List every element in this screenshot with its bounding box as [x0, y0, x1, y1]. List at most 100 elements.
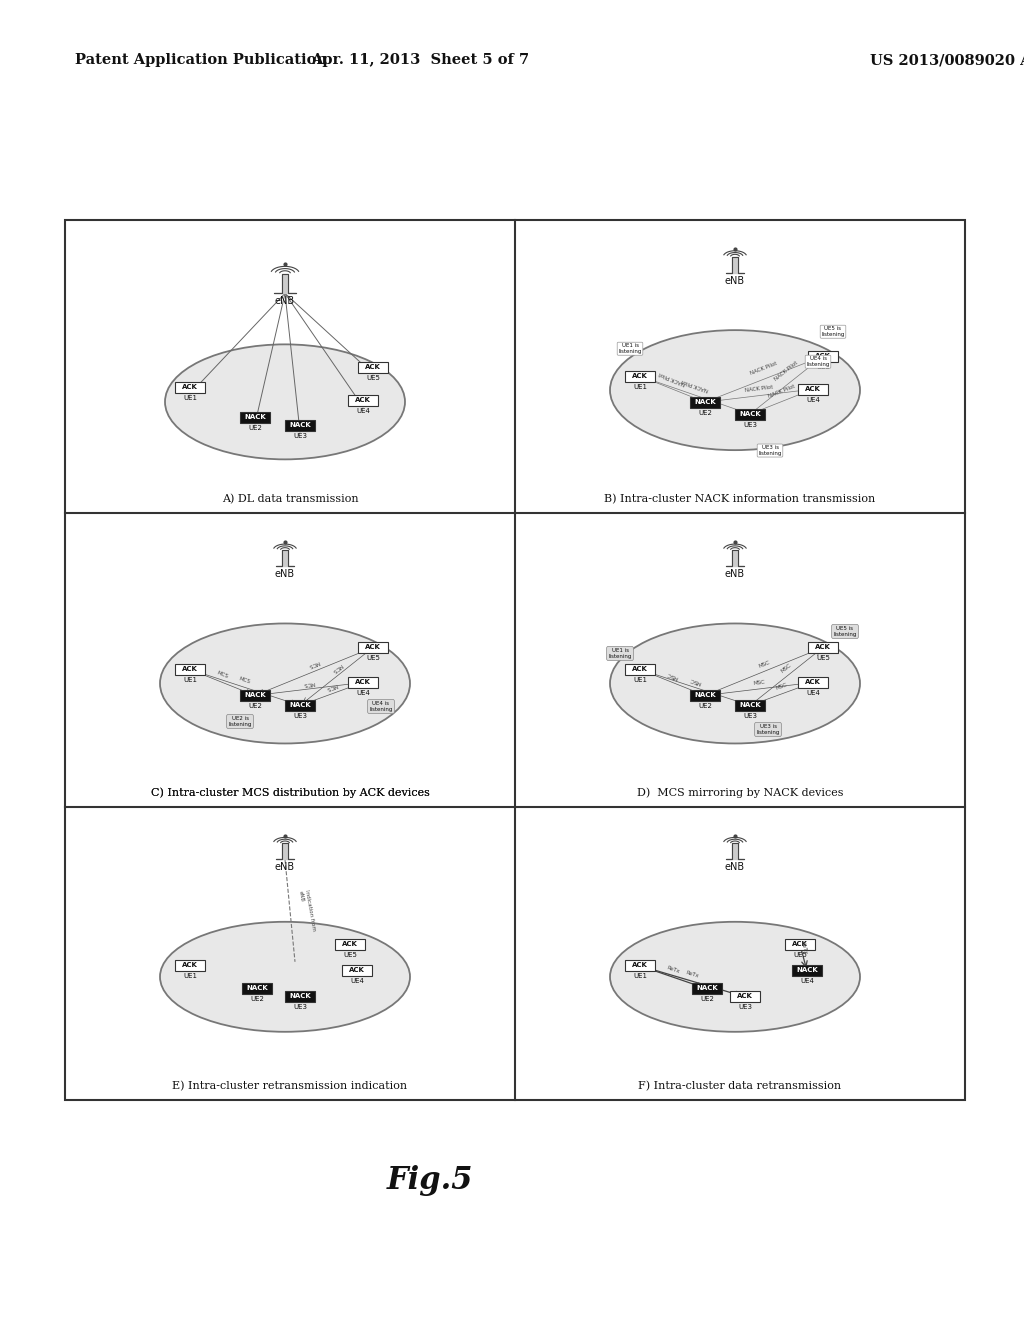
Text: ACK: ACK — [355, 397, 371, 404]
Text: ReTx: ReTx — [667, 965, 681, 974]
Text: D)  MCS mirroring by NACK devices: D) MCS mirroring by NACK devices — [637, 788, 843, 799]
Text: UE4: UE4 — [356, 408, 370, 414]
Text: NACK: NACK — [694, 692, 716, 698]
Text: UE4: UE4 — [806, 396, 820, 403]
Text: MCS: MCS — [216, 671, 229, 680]
Text: UE4: UE4 — [800, 978, 814, 985]
Bar — [175, 961, 205, 972]
Text: eNB: eNB — [274, 296, 295, 306]
Text: NACK: NACK — [289, 702, 311, 708]
Text: MSC: MSC — [780, 663, 793, 673]
Text: ACK: ACK — [805, 385, 821, 392]
Ellipse shape — [160, 623, 410, 743]
Polygon shape — [726, 843, 744, 859]
Text: MSC: MSC — [666, 671, 679, 680]
Bar — [358, 642, 388, 653]
Text: ACK: ACK — [182, 962, 198, 969]
Text: NACK: NACK — [796, 968, 818, 973]
Text: ACK: ACK — [349, 968, 365, 973]
Text: MSC: MSC — [758, 660, 770, 668]
Bar — [358, 363, 388, 374]
Text: ACK: ACK — [366, 364, 381, 371]
Text: eNB: eNB — [725, 569, 745, 579]
Text: NACK Pilot: NACK Pilot — [774, 360, 799, 381]
Polygon shape — [726, 256, 744, 273]
Text: UE3: UE3 — [293, 433, 307, 440]
Bar — [625, 961, 655, 972]
Bar — [625, 664, 655, 675]
Text: ACK: ACK — [182, 667, 198, 672]
Text: UE3: UE3 — [293, 713, 307, 719]
Text: UE4: UE4 — [806, 690, 820, 696]
Text: ACK: ACK — [632, 962, 648, 969]
Text: US 2013/0089020 A1: US 2013/0089020 A1 — [870, 53, 1024, 67]
Text: ReTx: ReTx — [800, 941, 808, 954]
Text: NACK: NACK — [246, 985, 268, 991]
Text: ACK: ACK — [366, 644, 381, 649]
Bar — [798, 677, 828, 688]
Text: UE1: UE1 — [633, 384, 647, 389]
Text: ACK: ACK — [737, 993, 753, 999]
Bar — [175, 383, 205, 393]
Text: UE3: UE3 — [738, 1005, 752, 1010]
Polygon shape — [276, 550, 294, 566]
Bar — [785, 940, 815, 950]
Text: UE1 is
listening: UE1 is listening — [618, 343, 642, 354]
Text: NACK: NACK — [244, 414, 266, 420]
Text: A) DL data transmission: A) DL data transmission — [221, 494, 358, 504]
Text: UE5: UE5 — [816, 363, 829, 370]
Text: ACK: ACK — [342, 941, 358, 948]
Polygon shape — [726, 550, 744, 566]
Text: ACK: ACK — [632, 372, 648, 379]
Text: UE2: UE2 — [698, 409, 712, 416]
Text: UE2 is
listening: UE2 is listening — [228, 715, 252, 727]
Text: ACK: ACK — [355, 678, 371, 685]
Text: Apr. 11, 2013  Sheet 5 of 7: Apr. 11, 2013 Sheet 5 of 7 — [311, 53, 529, 67]
Text: MSC: MSC — [753, 680, 765, 686]
Text: UE4: UE4 — [350, 978, 364, 985]
Text: UE4 is
listening: UE4 is listening — [806, 356, 829, 367]
Ellipse shape — [165, 345, 406, 459]
Text: UE3: UE3 — [743, 421, 757, 428]
Text: ACK: ACK — [182, 384, 198, 391]
Bar — [798, 384, 828, 395]
Text: UE5: UE5 — [366, 375, 380, 381]
Ellipse shape — [610, 623, 860, 743]
Bar — [690, 396, 720, 408]
Text: ACK: ACK — [815, 644, 830, 649]
Bar — [808, 351, 838, 362]
Bar — [730, 991, 760, 1002]
Bar — [690, 690, 720, 701]
Text: MCS: MCS — [303, 680, 315, 686]
Text: C) Intra-cluster MCS distribution by ACK devices: C) Intra-cluster MCS distribution by ACK… — [151, 788, 429, 799]
Text: UE5: UE5 — [793, 952, 807, 958]
Bar — [175, 664, 205, 675]
Bar — [348, 677, 378, 688]
Text: UE1: UE1 — [183, 677, 197, 682]
Bar — [285, 991, 315, 1002]
Text: Patent Application Publication: Patent Application Publication — [75, 53, 327, 67]
Text: MCS: MCS — [331, 663, 343, 673]
Bar — [625, 371, 655, 381]
Bar — [240, 412, 270, 424]
Ellipse shape — [160, 921, 410, 1032]
Text: UE1: UE1 — [633, 973, 647, 979]
Text: C) Intra-cluster MCS distribution by ACK devices: C) Intra-cluster MCS distribution by ACK… — [151, 788, 429, 799]
Text: NACK Pilot: NACK Pilot — [681, 378, 710, 392]
Text: UE2: UE2 — [700, 997, 714, 1002]
Text: NACK: NACK — [289, 993, 311, 999]
Text: UE2: UE2 — [248, 425, 262, 432]
Text: ACK: ACK — [632, 667, 648, 672]
Polygon shape — [276, 843, 294, 859]
Text: UE5: UE5 — [366, 655, 380, 661]
Text: eNB: eNB — [725, 276, 745, 286]
Text: UE2: UE2 — [250, 997, 264, 1002]
Text: UE3: UE3 — [293, 1005, 307, 1010]
Text: UE3 is
listening: UE3 is listening — [757, 725, 779, 735]
Text: MCS: MCS — [239, 676, 252, 685]
Text: UE1: UE1 — [633, 677, 647, 682]
Text: ACK: ACK — [815, 352, 830, 359]
Ellipse shape — [610, 921, 860, 1032]
Text: NACK Pilot: NACK Pilot — [658, 371, 687, 387]
Text: UE1 is
listening: UE1 is listening — [608, 648, 632, 659]
